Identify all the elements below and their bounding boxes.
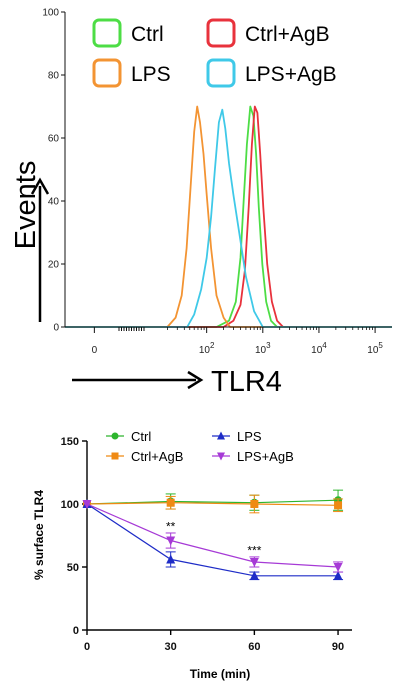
legend-label-ctrl: Ctrl — [131, 429, 151, 444]
histogram-y-tick-label: 80 — [48, 71, 60, 82]
timecourse-series-ctrl-agb — [83, 494, 344, 514]
legend-marker-lps — [217, 431, 225, 440]
timecourse-y-tick-label: 150 — [61, 436, 79, 448]
legend-marker-ctrl — [111, 432, 119, 440]
histogram-y-tick-label: 20 — [48, 260, 60, 271]
histogram-x-tick-label: 102 — [199, 341, 215, 356]
timecourse-y-tick-label: 0 — [73, 625, 79, 637]
timecourse-line-lps-agb — [86, 503, 339, 568]
histogram-x-tick-base: 0 — [92, 345, 98, 356]
timecourse-point-lps-agb — [333, 563, 343, 572]
legend-label-lps: LPS — [131, 63, 171, 86]
timecourse-y-ticks: 0 50 100 150 — [61, 436, 87, 637]
legend-marker-ctrl-agb — [111, 452, 119, 460]
legend-swatch-ctrl — [92, 18, 122, 48]
timecourse-y-tick-label: 50 — [67, 562, 79, 574]
timecourse-series-lps-agb — [82, 500, 344, 573]
legend-swatch-ctrl-agb — [206, 18, 236, 48]
histogram-curves — [65, 105, 392, 328]
timecourse-point-ctrl-agb — [166, 498, 175, 507]
timecourse-x-axis-label: Time (min) — [190, 667, 250, 681]
histogram-x-tick-exponent: 4 — [322, 341, 327, 350]
histogram-x-tick-exponent: 3 — [266, 341, 271, 350]
histogram-x-tick-base: 10 — [367, 345, 379, 356]
significance-marker: *** — [247, 543, 261, 557]
histogram-curve-lps — [65, 105, 392, 328]
timecourse-annotations: ***** — [166, 519, 262, 557]
histogram-x-tick-base: 10 — [255, 345, 267, 356]
histogram-curve-ctrl — [65, 105, 392, 328]
histogram-legend: Ctrl Ctrl+AgB LPS LPS+AgB — [92, 18, 337, 88]
histogram-y-tick-label: 0 — [53, 323, 59, 334]
timecourse-series-lps — [82, 499, 344, 581]
timecourse-point-lps — [249, 570, 259, 580]
timecourse-point-ctrl-agb — [334, 501, 343, 510]
timecourse-x-ticks: 0 30 60 90 — [84, 630, 344, 653]
histogram-curve-lps-agb — [65, 108, 392, 328]
timecourse-x-tick-label: 60 — [248, 641, 260, 653]
histogram-y-ticks: 0 20 40 60 80 100 — [42, 8, 65, 334]
legend-label-ctrl: Ctrl — [131, 23, 164, 46]
timecourse-line-ctrl-agb — [86, 502, 339, 506]
legend-label-lps: LPS — [237, 429, 262, 444]
timecourse-y-axis-label: % surface TLR4 — [32, 490, 46, 580]
histogram-x-tick-label: 103 — [255, 341, 271, 356]
legend-swatch-lps-agb — [206, 58, 236, 88]
legend-swatch-lps — [92, 58, 122, 88]
histogram-x-arrowhead — [187, 370, 204, 390]
timecourse-series-ctrl — [83, 489, 344, 511]
timecourse-line-lps — [86, 503, 339, 577]
histogram-x-tick-label: 104 — [311, 341, 327, 356]
timecourse-point-lps — [166, 554, 176, 564]
legend-label-ctrl-agb: Ctrl+AgB — [131, 449, 183, 464]
legend-label-lps-agb: LPS+AgB — [245, 63, 337, 86]
timecourse-legend: Ctrl Ctrl+AgB LPS LPS+AgB — [106, 429, 294, 464]
timecourse-x-tick-label: 90 — [332, 641, 344, 653]
timecourse-point-lps — [333, 570, 343, 580]
histogram-curve-ctrl-agb — [65, 105, 392, 328]
histogram-x-tick-exponent: 5 — [378, 341, 383, 350]
significance-marker: ** — [166, 519, 176, 533]
histogram-x-tick-base: 10 — [311, 345, 323, 356]
histogram-x-axis-label: TLR4 — [211, 366, 282, 398]
legend-label-lps-agb: LPS+AgB — [237, 449, 294, 464]
timecourse-x-tick-label: 30 — [165, 641, 177, 653]
timecourse-point-lps-agb — [166, 536, 176, 546]
histogram-y-tick-label: 40 — [48, 197, 60, 208]
timecourse-x-tick-label: 0 — [84, 641, 90, 653]
timecourse-point-lps-agb — [82, 500, 92, 509]
timecourse-point-ctrl-agb — [250, 500, 259, 508]
histogram-y-tick-label: 100 — [42, 8, 59, 19]
timecourse-point-lps-agb — [249, 557, 259, 567]
histogram-x-tick-base: 10 — [199, 345, 211, 356]
histogram-x-tick-exponent: 2 — [210, 341, 215, 350]
legend-label-ctrl-agb: Ctrl+AgB — [245, 23, 330, 46]
histogram-x-tick-label: 0 — [92, 345, 98, 356]
histogram-x-ticks: 0 102 103 104 105 — [92, 327, 383, 356]
histogram-y-axis-label: Events — [10, 161, 42, 250]
histogram-x-tick-label: 105 — [367, 341, 383, 356]
timecourse-y-tick-label: 100 — [61, 499, 79, 511]
timecourse-series — [82, 489, 344, 581]
histogram-y-arrowhead — [30, 177, 50, 195]
legend-marker-lps-agb — [217, 452, 225, 461]
histogram-y-tick-label: 60 — [48, 134, 60, 145]
